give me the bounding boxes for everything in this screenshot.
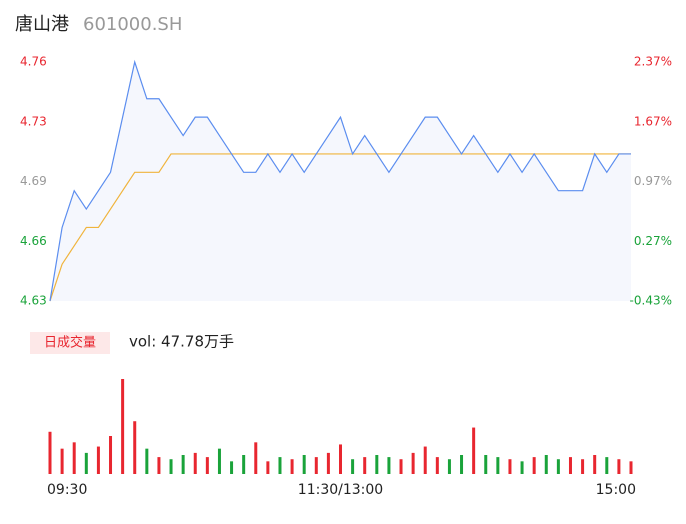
volume-bar (326, 452, 330, 474)
y2-tick-label: 2.37% (634, 55, 672, 69)
volume-bar (254, 442, 258, 474)
volume-bar (96, 446, 100, 474)
volume-bar (484, 455, 488, 474)
volume-bar (290, 459, 294, 474)
volume-bar (447, 459, 451, 474)
y2-tick-label: 1.67% (634, 114, 672, 128)
volume-label: 日成交量 (44, 335, 96, 351)
volume-total: vol: 47.78万手 (129, 333, 234, 351)
volume-bar (302, 455, 306, 474)
volume-bar (169, 459, 173, 474)
y2-tick-label: 0.27% (634, 234, 672, 248)
volume-bar (423, 446, 427, 474)
volume-bar (629, 461, 633, 474)
y-tick-label: 4.76 (20, 55, 47, 69)
volume-bar (435, 457, 439, 474)
volume-bar (556, 459, 560, 474)
volume-bar (411, 452, 415, 474)
volume-bar (205, 457, 209, 474)
volume-bar (605, 457, 609, 474)
volume-bar (496, 457, 500, 474)
volume-bar (157, 457, 161, 474)
volume-bar (84, 452, 88, 474)
volume-bar (568, 457, 572, 474)
volume-bar (109, 436, 113, 474)
volume-bar (399, 459, 403, 474)
volume-bar (217, 448, 221, 474)
volume-bar (508, 459, 512, 474)
y-tick-label: 4.73 (20, 114, 47, 128)
stock-code: 601000.SH (83, 14, 182, 35)
volume-bar (181, 455, 185, 474)
y2-tick-label: -0.43% (630, 294, 672, 308)
volume-bar (387, 457, 391, 474)
volume-bar (266, 461, 270, 474)
volume-bar (72, 442, 76, 474)
volume-bar (472, 427, 476, 474)
volume-bar (314, 457, 318, 474)
volume-bar (60, 448, 64, 474)
volume-bar (581, 459, 585, 474)
volume-bar (230, 461, 234, 474)
volume-bar (593, 455, 597, 474)
volume-bar (617, 459, 621, 474)
volume-label-box (30, 332, 110, 354)
volume-bar (145, 448, 149, 474)
price-area (50, 62, 631, 301)
x-tick-label: 15:00 (596, 482, 636, 498)
volume-bar (544, 455, 548, 474)
volume-bar (520, 461, 524, 474)
volume-bar (242, 455, 246, 474)
y-tick-label: 4.69 (20, 174, 47, 188)
volume-bar (363, 457, 367, 474)
x-tick-label: 09:30 (47, 482, 87, 498)
volume-bar (339, 444, 342, 474)
y2-tick-label: 0.97% (634, 174, 672, 188)
volume-bar (278, 457, 282, 474)
volume-bar (48, 431, 52, 474)
volume-bar (460, 455, 464, 474)
volume-bar (532, 457, 536, 474)
volume-bar (121, 379, 125, 474)
volume-bar (193, 452, 197, 474)
stock-name: 唐山港 (15, 14, 69, 35)
price-line (49, 59, 631, 302)
volume-bar (375, 455, 379, 474)
volume-bar (133, 421, 137, 474)
volume-bar (351, 459, 355, 474)
y-tick-label: 4.63 (20, 294, 47, 308)
y-tick-label: 4.66 (20, 234, 47, 248)
x-tick-label: 11:30/13:00 (298, 482, 383, 498)
